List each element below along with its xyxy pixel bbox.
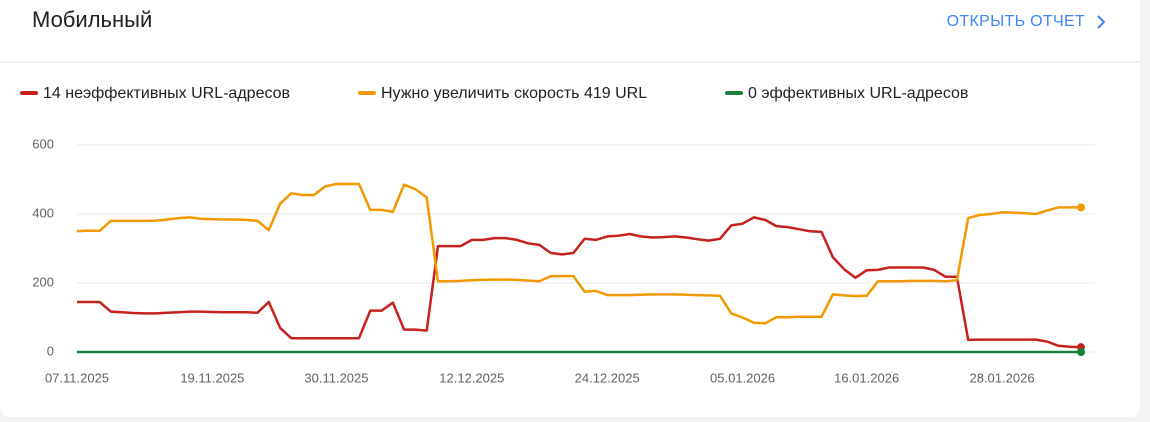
end-point [1077, 348, 1085, 356]
x-tick-label: 19.11.2025 [180, 370, 244, 385]
x-tick-label: 24.12.2025 [575, 370, 640, 385]
x-tick-label: 05.01.2026 [710, 370, 775, 385]
series-line [77, 216, 1082, 349]
x-tick-label: 16.01.2026 [834, 370, 899, 385]
y-tick-label: 0 [47, 343, 54, 358]
x-tick-label: 28.01.2026 [969, 370, 1034, 385]
legend-label: Нужно увеличить скорость 419 URL [381, 85, 647, 102]
x-tick-label: 07.11.2025 [45, 370, 109, 385]
x-tick-label: 30.11.2025 [304, 370, 368, 385]
y-tick-label: 400 [32, 205, 54, 220]
y-tick-label: 600 [32, 136, 54, 151]
chevron-icon[interactable] [1097, 15, 1106, 29]
card-title: Мобильный [32, 7, 152, 32]
legend-label: 0 эффективных URL-адресов [748, 85, 968, 102]
end-point [1077, 203, 1085, 212]
card [0, 0, 1140, 417]
open-report-link[interactable]: ОТКРЫТЬ ОТЧЕТ [947, 13, 1085, 30]
series-line [76, 182, 1081, 325]
y-tick-label: 200 [32, 274, 54, 289]
x-tick-label: 12.12.2025 [439, 370, 504, 385]
legend-label: 14 неэффективных URL-адресов [43, 85, 290, 102]
